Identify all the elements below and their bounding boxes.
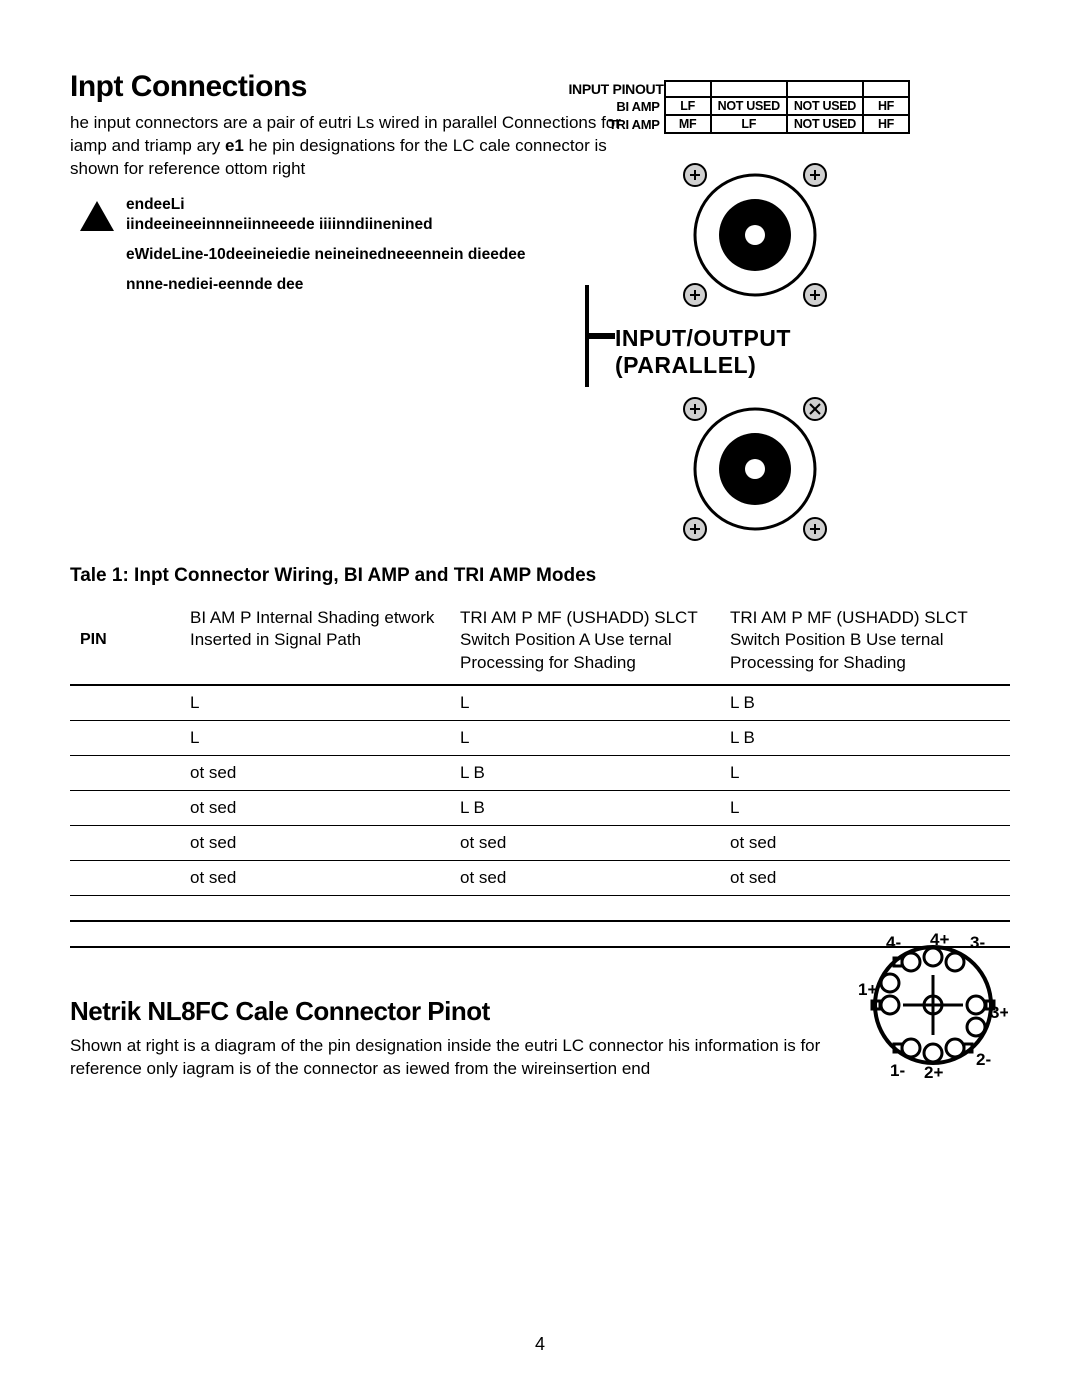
wiring-cell: L B [720,720,1010,755]
wiring-cell [70,685,180,721]
connector-upper-icon [675,155,835,315]
nl8-pin-label: 2+ [924,1063,943,1080]
nl8-pin-label: 4+ [930,930,949,949]
table-row: L L L B [70,720,1010,755]
nl8-pin-label: 2- [976,1050,991,1069]
pinout-row0-label: BI AMP [568,97,664,115]
wiring-cell: L [450,685,720,721]
warning-p1-bold: endeeLi [126,196,185,213]
wiring-table: PIN BI AM P Internal Shading etwork Inse… [70,599,1010,948]
wiring-cell: L B [720,685,1010,721]
io-parallel-label: INPUT/OUTPUT (PARALLEL) [615,325,895,379]
table-row: ot sed L B L [70,790,1010,825]
wiring-cell: ot sed [720,825,1010,860]
table-row: ot sed L B L [70,755,1010,790]
table-row: L L L B [70,685,1010,721]
wiring-th-col2: TRI AM P MF (USHADD) SLCT Switch Positio… [450,599,720,684]
pinout-table: INPUT PINOUT BI AMP LF NOT USED NOT USED… [568,80,910,134]
table-footer-row [70,895,1010,921]
table-row: ot sed ot sed ot sed [70,825,1010,860]
nl8-pin-label: 3+ [990,1003,1008,1022]
pinout-r1c2: NOT USED [787,115,863,133]
nl8fc-paragraph: Shown at right is a diagram of the pin d… [70,1035,850,1081]
nl8-pin-label: 3- [970,933,985,952]
warning-block: endeeLi iindeeineeinnneiinneeede iiiinnd… [70,195,630,306]
wiring-th-pin: PIN [70,599,180,684]
wiring-cell: ot sed [720,860,1010,895]
bracket-upper [585,285,615,337]
wiring-cell: ot sed [450,825,720,860]
page-number: 4 [0,1334,1080,1355]
wiring-cell: L B [450,755,720,790]
wiring-cell [70,790,180,825]
intro-bold: e1 [225,136,244,155]
intro-paragraph: he input connectors are a pair of eutri … [70,112,630,181]
wiring-th-col3: TRI AM P MF (USHADD) SLCT Switch Positio… [720,599,1010,684]
warning-p3: nnne-nediei-eennde dee [126,275,526,295]
nl8-pin-label: 4- [886,933,901,952]
nl8-pinout-figure: 4- 4+ 3- 1+ 3+ 1- 2+ 2- [858,930,1008,1085]
heading-input-connections: Inpt Connections [70,70,630,104]
wiring-cell [70,755,180,790]
warning-p2: eWideLine-10deeineiedie neineinedneeenne… [126,245,526,265]
wiring-cell [70,720,180,755]
pinout-r0c3: HF [863,97,909,115]
wiring-cell [70,860,180,895]
wiring-cell: L B [450,790,720,825]
wiring-cell: ot sed [180,790,450,825]
pinout-title: INPUT PINOUT [568,81,664,97]
pinout-r0c0: LF [665,97,711,115]
wiring-cell: L [180,720,450,755]
wiring-cell: ot sed [180,860,450,895]
nl8-pin-label: 1+ [858,980,877,999]
wiring-cell: L [180,685,450,721]
wiring-cell: L [720,790,1010,825]
wiring-cell: ot sed [180,755,450,790]
table-row: ot sed ot sed ot sed [70,860,1010,895]
wiring-cell [70,825,180,860]
io-parallel-text: INPUT/OUTPUT (PARALLEL) [615,325,791,378]
connector-lower-icon [675,389,835,549]
warning-triangle-icon [80,201,114,306]
pinout-r1c0: MF [665,115,711,133]
pinout-r0c2: NOT USED [787,97,863,115]
pinout-r1c1: LF [711,115,787,133]
warning-p1: endeeLi iindeeineeinnneiinneeede iiiinnd… [126,195,526,235]
pinout-row1-label: TRI AMP [568,115,664,133]
connector-figure: INPUT/OUTPUT (PARALLEL) [615,155,895,549]
wiring-cell: L [720,755,1010,790]
pinout-r0c1: NOT USED [711,97,787,115]
wiring-cell: L [450,720,720,755]
warning-text: endeeLi iindeeineeinnneiinneeede iiiinnd… [126,195,526,306]
wiring-th-col1: BI AM P Internal Shading etwork Inserted… [180,599,450,684]
pinout-r1c3: HF [863,115,909,133]
wiring-cell: ot sed [180,825,450,860]
nl8-pin-label: 1- [890,1061,905,1080]
bracket-lower [585,335,615,387]
wiring-cell: ot sed [450,860,720,895]
warning-p1-rest: iindeeineeinnneiinneeede iiiinndiinenine… [126,216,433,233]
table1-caption: Tale 1: Inpt Connector Wiring, BI AMP an… [70,565,1010,587]
